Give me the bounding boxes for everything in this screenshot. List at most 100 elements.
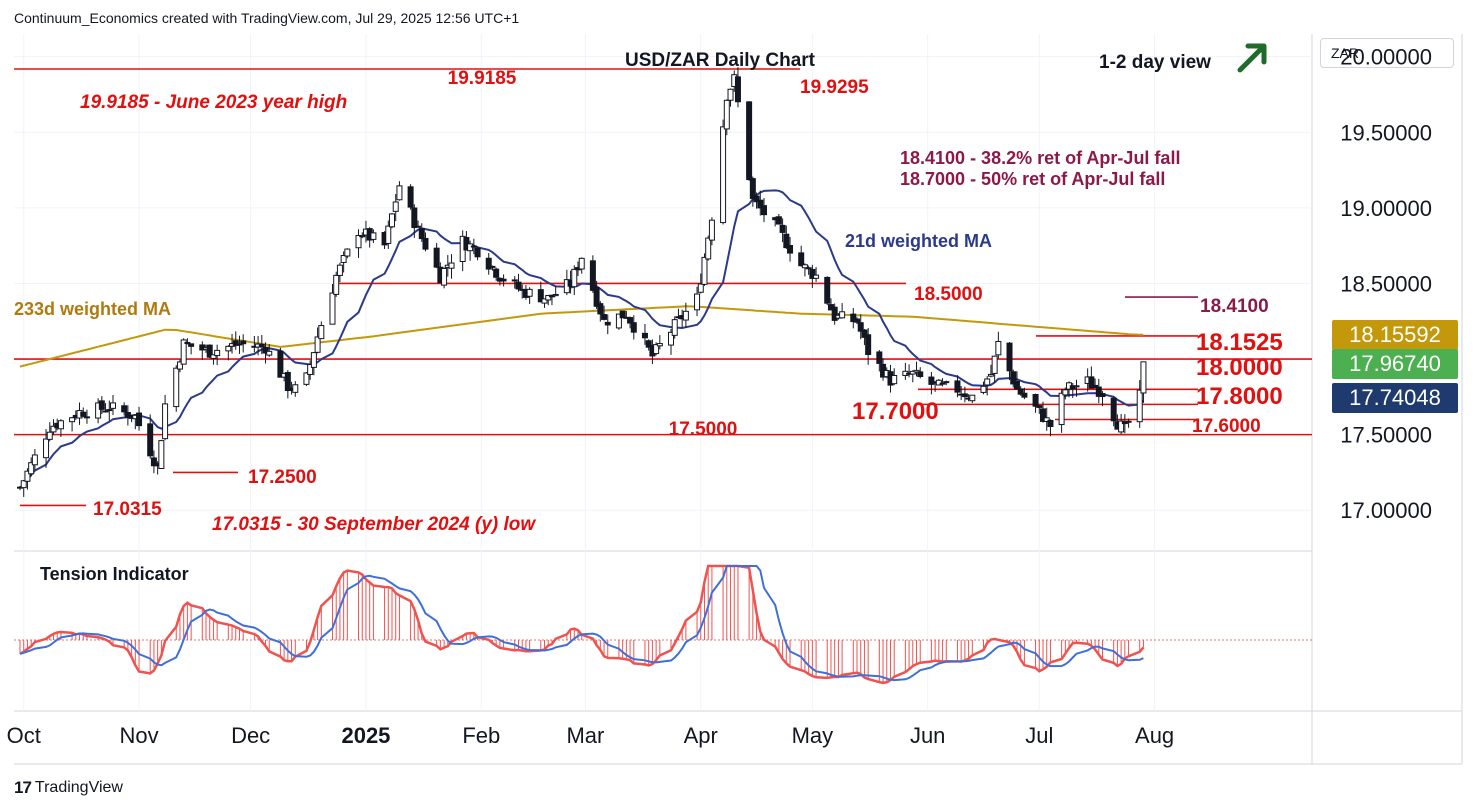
candle	[909, 370, 916, 383]
candle	[787, 236, 794, 262]
candle-body	[995, 340, 1002, 356]
candle-body	[493, 268, 500, 278]
view-label: 1-2 day view	[1099, 52, 1211, 73]
candle	[697, 273, 704, 294]
candle	[694, 286, 701, 317]
candle-body	[1040, 408, 1046, 422]
candle	[913, 361, 920, 377]
candle	[757, 190, 764, 216]
candle-body	[1047, 419, 1054, 428]
candle-body	[645, 340, 652, 348]
candle	[392, 193, 399, 222]
candle	[336, 262, 343, 283]
candle	[266, 344, 273, 357]
candle-body	[284, 371, 291, 392]
candle-body	[682, 310, 689, 321]
candle	[987, 364, 994, 378]
candle	[593, 280, 600, 309]
candle	[210, 354, 217, 365]
candle-body	[188, 343, 195, 347]
x-tick-label: Apr	[684, 723, 718, 748]
currency-label[interactable]: ZAR	[1320, 38, 1454, 68]
candle	[411, 204, 418, 238]
candle	[589, 255, 596, 293]
candle	[173, 365, 180, 412]
candle-body	[266, 350, 273, 356]
candle-body	[805, 267, 812, 270]
candle	[1010, 369, 1017, 388]
candle	[459, 230, 466, 272]
candle	[225, 345, 232, 361]
candle	[292, 381, 299, 397]
candle-body	[147, 423, 154, 457]
candle-body	[69, 417, 76, 423]
candle-body	[489, 265, 496, 268]
candle-body	[537, 289, 544, 303]
candle-body	[173, 367, 180, 408]
candle	[314, 327, 321, 354]
candle-body	[31, 454, 38, 466]
candle-body	[909, 370, 916, 375]
candle	[943, 380, 950, 386]
candle	[1088, 366, 1095, 389]
candle	[310, 352, 317, 376]
tradingview-logo-icon: 17	[14, 778, 32, 797]
candle	[1062, 387, 1069, 400]
candle	[515, 273, 522, 292]
level-label-17.25: 17.2500	[248, 467, 317, 488]
candle-body	[176, 361, 183, 370]
candle	[20, 479, 27, 497]
candle	[761, 197, 767, 223]
candle-body	[184, 341, 191, 344]
level-lines	[14, 68, 1312, 507]
candle-body	[939, 382, 946, 385]
y-tick-label: 17.50000	[1340, 423, 1432, 448]
candle-body	[236, 343, 243, 346]
candle	[150, 450, 157, 474]
candle	[578, 257, 585, 274]
candle-body	[641, 332, 648, 339]
annotation-21d-ma: 21d weighted MA	[845, 231, 992, 251]
candle	[541, 298, 548, 308]
candle	[552, 286, 559, 297]
candle	[597, 301, 604, 322]
candle-body	[318, 325, 325, 340]
candle	[147, 414, 154, 459]
candle	[359, 232, 366, 239]
candle-body	[511, 279, 518, 282]
candle	[489, 265, 496, 271]
x-tick-label: Jun	[910, 723, 945, 748]
candle-body	[314, 336, 321, 353]
candle-body	[779, 224, 786, 233]
candle-body	[310, 352, 317, 368]
candle-body	[303, 372, 310, 385]
candle-body	[1118, 420, 1125, 433]
candle-body	[917, 371, 924, 378]
candle	[50, 419, 57, 435]
candle	[467, 240, 474, 261]
candle	[69, 416, 76, 432]
candle-body	[861, 329, 868, 338]
candle	[1032, 393, 1039, 413]
level-label-19.9295: 19.9295	[800, 77, 869, 98]
candle-body	[705, 237, 712, 260]
candle	[723, 99, 730, 136]
candle	[511, 276, 518, 289]
candle	[753, 192, 760, 209]
candle-body	[749, 178, 756, 199]
candle	[991, 355, 998, 383]
candle	[641, 324, 648, 345]
candle	[385, 220, 392, 249]
candle-body	[876, 351, 883, 364]
x-tick-label: Mar	[566, 723, 604, 748]
candle-body	[984, 378, 991, 386]
candle	[407, 184, 414, 210]
candle-body	[392, 201, 399, 212]
tradingview-brand[interactable]: 17 TradingView	[14, 778, 123, 798]
candle	[995, 331, 1002, 359]
candle-body	[630, 322, 637, 333]
candle-body	[1073, 385, 1080, 388]
candle-body	[136, 412, 143, 427]
candle-body	[813, 274, 820, 279]
candle-body	[1099, 393, 1106, 398]
